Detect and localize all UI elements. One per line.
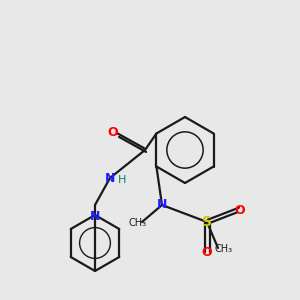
Text: N: N: [105, 172, 115, 184]
Text: O: O: [235, 203, 245, 217]
Text: CH₃: CH₃: [215, 244, 233, 254]
Text: N: N: [90, 211, 100, 224]
Text: H: H: [118, 175, 126, 185]
Text: CH₃: CH₃: [129, 218, 147, 228]
Text: O: O: [202, 245, 212, 259]
Text: S: S: [202, 215, 212, 229]
Text: O: O: [108, 125, 118, 139]
Text: N: N: [157, 199, 167, 212]
